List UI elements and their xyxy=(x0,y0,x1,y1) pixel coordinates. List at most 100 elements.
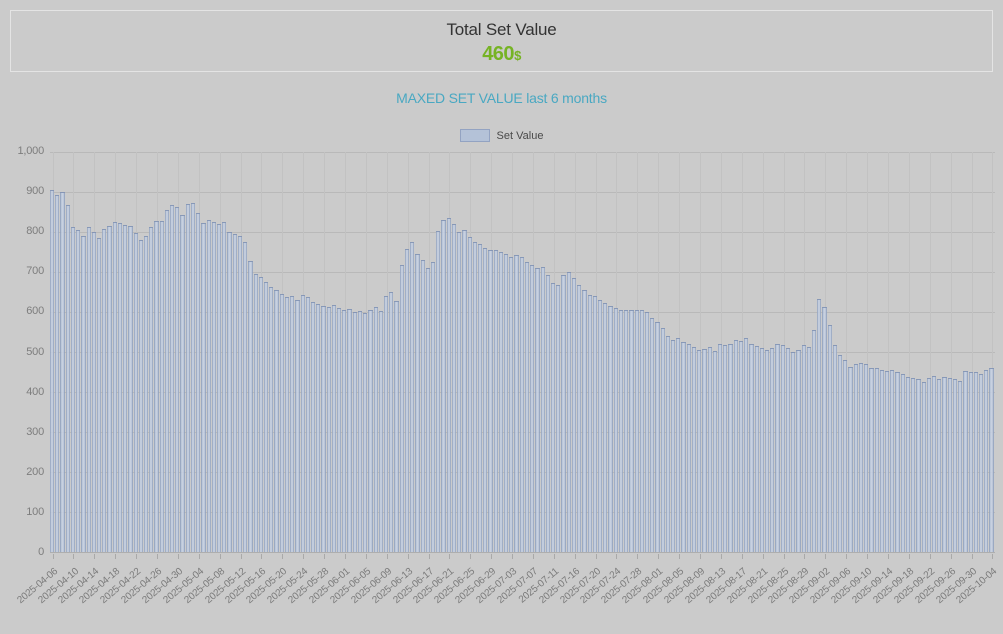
set-value-bar[interactable] xyxy=(326,307,331,552)
set-value-bar[interactable] xyxy=(514,255,519,552)
set-value-bar[interactable] xyxy=(978,373,984,552)
set-value-bar[interactable] xyxy=(770,348,775,552)
set-value-bar[interactable] xyxy=(149,227,154,552)
set-value-bar[interactable] xyxy=(321,306,326,552)
set-value-bar[interactable] xyxy=(801,345,806,552)
set-value-bar[interactable] xyxy=(551,283,556,552)
set-value-bar[interactable] xyxy=(629,310,634,552)
set-value-bar[interactable] xyxy=(457,232,462,552)
set-value-bar[interactable] xyxy=(253,274,258,552)
set-value-bar[interactable] xyxy=(660,328,665,552)
set-value-bar[interactable] xyxy=(556,284,561,552)
set-value-bar[interactable] xyxy=(185,204,190,552)
set-value-bar[interactable] xyxy=(697,350,702,552)
set-value-bar[interactable] xyxy=(879,370,884,552)
set-value-bar[interactable] xyxy=(931,376,937,552)
set-value-bar[interactable] xyxy=(681,342,686,552)
set-value-bar[interactable] xyxy=(436,230,441,552)
set-value-bar[interactable] xyxy=(744,338,749,552)
set-value-bar[interactable] xyxy=(618,309,624,552)
set-value-bar[interactable] xyxy=(817,299,822,552)
set-value-bar[interactable] xyxy=(811,330,817,552)
set-value-bar[interactable] xyxy=(86,227,91,552)
set-value-bar[interactable] xyxy=(55,195,60,552)
set-value-bar[interactable] xyxy=(895,371,900,552)
set-value-bar[interactable] xyxy=(425,268,430,552)
set-value-bar[interactable] xyxy=(232,234,237,552)
set-value-bar[interactable] xyxy=(759,347,764,552)
set-value-bar[interactable] xyxy=(644,312,650,552)
set-value-bar[interactable] xyxy=(545,274,550,552)
set-value-bar[interactable] xyxy=(467,236,472,552)
set-value-bar[interactable] xyxy=(650,318,655,552)
set-value-bar[interactable] xyxy=(655,322,660,552)
set-value-bar[interactable] xyxy=(571,278,577,552)
set-value-bar[interactable] xyxy=(274,290,279,552)
set-value-bar[interactable] xyxy=(624,309,629,552)
set-value-bar[interactable] xyxy=(968,372,973,552)
set-value-bar[interactable] xyxy=(608,306,613,552)
set-value-bar[interactable] xyxy=(420,260,425,552)
set-value-bar[interactable] xyxy=(363,312,368,552)
set-value-bar[interactable] xyxy=(874,367,879,552)
set-value-bar[interactable] xyxy=(164,210,170,552)
set-value-bar[interactable] xyxy=(107,226,112,552)
set-value-bar[interactable] xyxy=(211,221,216,552)
set-value-bar[interactable] xyxy=(853,364,858,552)
set-value-bar[interactable] xyxy=(65,204,70,552)
set-value-bar[interactable] xyxy=(102,228,107,552)
set-value-bar[interactable] xyxy=(337,308,342,552)
set-value-bar[interactable] xyxy=(947,378,952,552)
set-value-bar[interactable] xyxy=(806,346,811,552)
set-value-bar[interactable] xyxy=(180,214,185,552)
set-value-bar[interactable] xyxy=(76,229,81,552)
set-value-bar[interactable] xyxy=(170,204,175,552)
set-value-bar[interactable] xyxy=(217,224,222,552)
set-value-bar[interactable] xyxy=(222,222,227,552)
set-value-bar[interactable] xyxy=(504,254,509,552)
set-value-bar[interactable] xyxy=(430,262,436,552)
set-value-bar[interactable] xyxy=(175,207,180,552)
set-value-bar[interactable] xyxy=(582,290,587,552)
set-value-bar[interactable] xyxy=(577,284,582,552)
set-value-bar[interactable] xyxy=(848,366,853,552)
set-value-bar[interactable] xyxy=(509,256,514,552)
set-value-bar[interactable] xyxy=(81,236,86,552)
set-value-bar[interactable] xyxy=(921,382,926,552)
set-value-bar[interactable] xyxy=(634,310,639,552)
set-value-bar[interactable] xyxy=(295,300,300,552)
set-value-bar[interactable] xyxy=(832,345,838,552)
set-value-bar[interactable] xyxy=(269,287,274,552)
set-value-bar[interactable] xyxy=(279,294,284,552)
set-value-bar[interactable] xyxy=(462,230,467,552)
set-value-bar[interactable] xyxy=(796,349,801,552)
set-value-bar[interactable] xyxy=(905,377,911,552)
set-value-bar[interactable] xyxy=(775,343,780,552)
set-value-bar[interactable] xyxy=(973,371,978,552)
set-value-bar[interactable] xyxy=(723,345,728,552)
set-value-bar[interactable] xyxy=(91,232,96,552)
set-value-bar[interactable] xyxy=(357,310,363,552)
set-value-bar[interactable] xyxy=(890,370,895,552)
set-value-bar[interactable] xyxy=(984,370,989,552)
set-value-bar[interactable] xyxy=(378,310,383,552)
set-value-bar[interactable] xyxy=(686,344,691,552)
set-value-bar[interactable] xyxy=(916,379,921,552)
set-value-bar[interactable] xyxy=(451,223,457,552)
set-value-bar[interactable] xyxy=(50,190,55,552)
set-value-bar[interactable] xyxy=(310,302,316,552)
set-value-bar[interactable] xyxy=(352,312,357,552)
set-value-bar[interactable] xyxy=(342,309,347,552)
set-value-bar[interactable] xyxy=(603,303,608,552)
set-value-bar[interactable] xyxy=(561,274,566,552)
set-value-bar[interactable] xyxy=(112,222,117,552)
set-value-bar[interactable] xyxy=(712,351,717,552)
set-value-bar[interactable] xyxy=(963,371,968,552)
set-value-bar[interactable] xyxy=(290,296,295,552)
set-value-bar[interactable] xyxy=(843,360,848,552)
set-value-bar[interactable] xyxy=(123,224,128,552)
set-value-bar[interactable] xyxy=(190,203,196,552)
set-value-bar[interactable] xyxy=(639,309,644,552)
set-value-bar[interactable] xyxy=(838,355,843,552)
set-value-bar[interactable] xyxy=(196,212,201,552)
